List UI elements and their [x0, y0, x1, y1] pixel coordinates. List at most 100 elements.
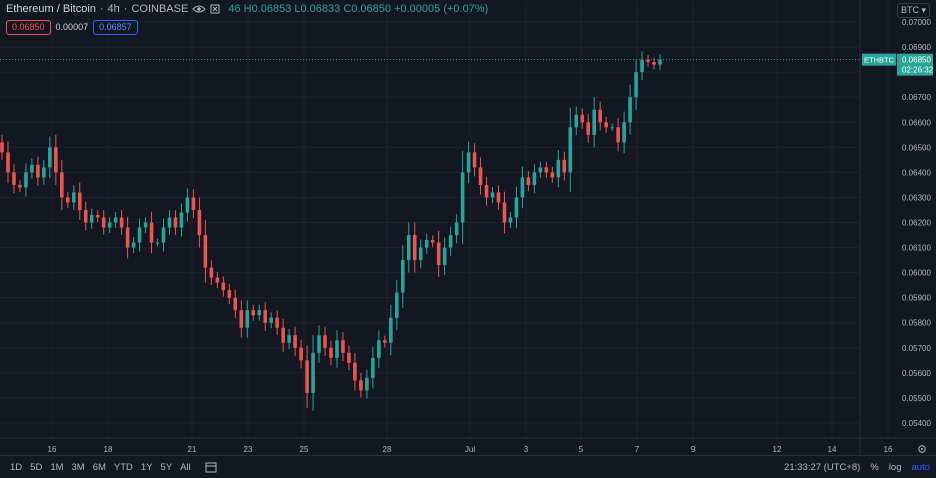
- timeframe-1m[interactable]: 1M: [50, 461, 64, 473]
- candle-body: [622, 122, 626, 143]
- symbol-name[interactable]: Ethereum / Bitcoin: [6, 3, 96, 15]
- candle-body: [466, 152, 471, 173]
- candle-body: [167, 217, 172, 228]
- timeframe-all[interactable]: All: [180, 461, 191, 473]
- timeframe-6m[interactable]: 6M: [92, 461, 106, 473]
- symbol-tag: [862, 53, 896, 66]
- candle-body: [550, 172, 555, 178]
- price-tick-label: 0.05900: [902, 294, 931, 303]
- candle-body: [24, 172, 28, 188]
- time-tick-label: 28: [383, 445, 392, 454]
- time-tick-label: Jul: [465, 445, 475, 454]
- candle-body: [54, 147, 58, 173]
- candle-body: [604, 122, 608, 128]
- candle-body: [502, 202, 507, 223]
- candle-body: [239, 310, 244, 328]
- candle-body: [598, 109, 602, 123]
- candle-body: [281, 327, 285, 343]
- candle-body: [245, 310, 250, 328]
- percent-toggle[interactable]: %: [870, 461, 879, 473]
- candle-body: [616, 127, 620, 143]
- candle-body: [257, 310, 262, 316]
- time-tick-label: 16: [48, 445, 57, 454]
- exchange-label: COINBASE: [131, 3, 189, 15]
- candle-body: [131, 242, 136, 248]
- time-tick-label: 25: [300, 445, 309, 454]
- log-toggle[interactable]: log: [888, 461, 902, 473]
- buy-button[interactable]: 0.06857: [93, 20, 138, 35]
- candle-body: [353, 362, 357, 381]
- price-tick-label: 0.06700: [902, 93, 931, 102]
- candle-body: [436, 242, 441, 266]
- gear-icon[interactable]: [916, 443, 928, 455]
- calendar-icon[interactable]: [205, 460, 219, 474]
- candle-body: [640, 59, 644, 73]
- candle-body: [275, 317, 279, 328]
- currency-button[interactable]: BTC ▾: [896, 3, 930, 18]
- timeframe-5d[interactable]: 5D: [30, 461, 43, 473]
- timeframe-1y[interactable]: 1Y: [140, 461, 153, 473]
- time-tick-label: 18: [104, 445, 113, 454]
- candle-body: [490, 192, 495, 198]
- candle-body: [508, 217, 513, 223]
- candle-body: [107, 222, 112, 228]
- candle-body: [448, 235, 453, 248]
- candle-body: [89, 214, 94, 223]
- chevron-down-icon: ▾: [921, 5, 926, 15]
- candle-body: [203, 235, 208, 268]
- timeframe-selector: 1D 5D 1M 3M 6M YTD 1Y 5Y All: [6, 462, 195, 473]
- candle-body: [592, 109, 596, 135]
- candle-body: [209, 267, 214, 278]
- price-tick-label: 0.05600: [902, 369, 931, 378]
- candlestick-chart[interactable]: 0.070000.069000.068000.067000.066000.065…: [0, 0, 936, 456]
- time-tick-label: 16: [884, 445, 893, 454]
- candle-body: [520, 177, 525, 198]
- price-tick-label: 0.05400: [902, 419, 931, 428]
- candle-body: [155, 242, 160, 244]
- candle-body: [478, 167, 483, 185]
- candle-body: [406, 235, 411, 261]
- candle-body: [66, 197, 70, 203]
- price-tag-label: 0.06850: [902, 56, 931, 65]
- timeframe-ytd[interactable]: YTD: [113, 461, 133, 473]
- candle-body: [562, 159, 567, 173]
- eye-icon[interactable]: [192, 4, 207, 14]
- candle-body: [149, 222, 154, 243]
- price-tick-label: 0.06200: [902, 219, 931, 228]
- candle-body: [395, 292, 399, 318]
- timeframe-1d[interactable]: 1D: [10, 461, 23, 473]
- timeframe-5y[interactable]: 5Y: [160, 461, 173, 473]
- candle-body: [574, 114, 579, 128]
- candle-body: [658, 59, 662, 65]
- interval-label[interactable]: 4h: [107, 3, 120, 15]
- time-tick-label: 7: [635, 445, 640, 454]
- candle-body: [610, 127, 614, 129]
- quote-panel: 0.06850 0.00007 0.06857: [6, 20, 138, 35]
- candle-body: [71, 192, 76, 203]
- candle-body: [472, 152, 477, 168]
- candle-body: [400, 260, 405, 293]
- auto-toggle[interactable]: auto: [911, 461, 931, 473]
- candle-body: [119, 217, 124, 228]
- price-tick-label: 0.06000: [902, 269, 931, 278]
- countdown-label: 02:26:32: [902, 66, 934, 75]
- timeframe-3m[interactable]: 3M: [71, 461, 85, 473]
- time-tick-label: 23: [244, 445, 253, 454]
- price-tick-label: 0.05800: [902, 319, 931, 328]
- spread-value: 0.00007: [55, 22, 89, 32]
- candle-body: [335, 340, 339, 358]
- candle-body: [173, 217, 178, 228]
- candle-body: [329, 347, 333, 358]
- candle-body: [251, 310, 256, 316]
- price-tick-label: 0.05500: [902, 394, 931, 403]
- candle-body: [143, 222, 148, 228]
- clock-readout[interactable]: 21:33:27 (UTC+8): [784, 461, 861, 473]
- time-tick-label: 21: [188, 445, 197, 454]
- candle-body: [227, 290, 232, 298]
- candle-body: [634, 72, 638, 98]
- close-icon[interactable]: [210, 4, 224, 14]
- candle-body: [383, 340, 387, 343]
- sell-button[interactable]: 0.06850: [6, 20, 51, 35]
- candle-body: [359, 380, 363, 391]
- time-tick-label: 5: [579, 445, 584, 454]
